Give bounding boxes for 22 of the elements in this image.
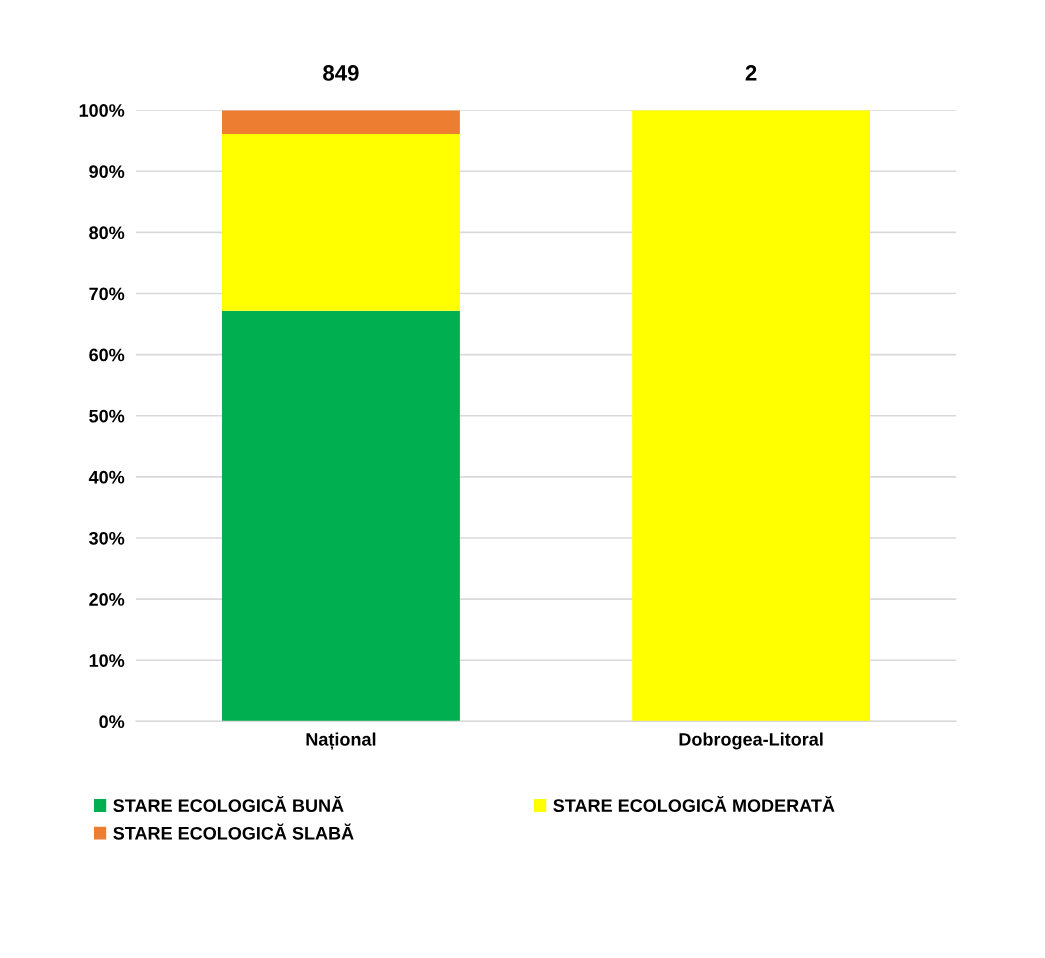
y-tick-label: 30% bbox=[89, 531, 125, 545]
annotation: 2 bbox=[745, 65, 757, 81]
y-tick-label: 40% bbox=[88, 470, 125, 484]
y-tick-label: 100% bbox=[79, 104, 125, 117]
y-tick-label: 50% bbox=[89, 409, 125, 423]
y-tick-label: 60% bbox=[89, 348, 125, 362]
legend-label: STARE ECOLOGICĂ BUNĂ bbox=[113, 795, 344, 813]
y-tick-label: 90% bbox=[89, 165, 125, 179]
y-tick-label: 70% bbox=[89, 287, 125, 301]
bar bbox=[221, 110, 460, 135]
x-tick-label: Național bbox=[306, 732, 376, 750]
y-tick-label: 20% bbox=[89, 593, 125, 606]
annotation: 849 bbox=[323, 65, 359, 81]
legend-label: STARE ECOLOGICĂ MODERATĂ bbox=[553, 795, 835, 813]
legend-label: STARE ECOLOGICĂ SLABĂ bbox=[113, 823, 354, 840]
x-tick-label: Dobrogea-Litoral bbox=[679, 732, 823, 750]
y-tick-label: 0% bbox=[99, 715, 125, 729]
y-tick-label: 10% bbox=[89, 654, 125, 667]
bar bbox=[221, 134, 460, 311]
y-tick-label: 80% bbox=[89, 226, 125, 240]
bar bbox=[221, 310, 460, 722]
bar bbox=[632, 110, 871, 722]
